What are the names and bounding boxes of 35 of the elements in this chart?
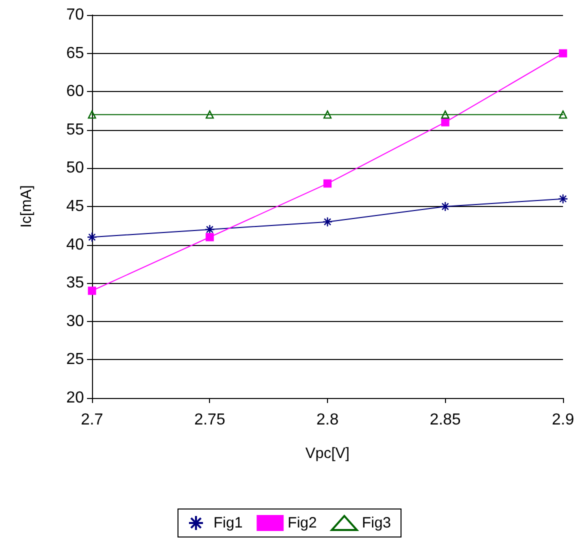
y-axis-title: Ic[mA] xyxy=(18,185,35,228)
y-tick-label: 25 xyxy=(66,351,84,368)
point xyxy=(440,201,450,212)
x-tick-label: 2.75 xyxy=(194,412,226,428)
x-axis-title: Vpc[V] xyxy=(305,445,350,462)
y-tick-label: 70 xyxy=(66,6,84,24)
point xyxy=(206,233,214,242)
point xyxy=(323,110,332,119)
point xyxy=(441,110,450,119)
y-tick-label: 55 xyxy=(66,121,84,138)
x-tick-label: 2.85 xyxy=(430,412,461,428)
point xyxy=(558,49,568,58)
y-tick-label: 35 xyxy=(66,274,84,292)
y-tick-label: 20 xyxy=(66,390,84,406)
y-tick-label: 65 xyxy=(66,44,84,62)
y-tick-label: 30 xyxy=(66,312,84,330)
y-tick-label: 50 xyxy=(66,160,84,177)
point xyxy=(86,232,98,242)
point xyxy=(322,216,333,227)
point xyxy=(88,286,96,295)
y-tick-label: 40 xyxy=(66,236,84,254)
point xyxy=(206,110,214,119)
point xyxy=(558,110,568,119)
point xyxy=(558,194,568,204)
legend-label: Fig1 xyxy=(213,514,243,532)
x-tick-label: 2.7 xyxy=(80,412,104,428)
x-tick-label: 2.9 xyxy=(552,412,574,428)
y-tick-label: 45 xyxy=(66,198,84,215)
y-tick-label: 60 xyxy=(66,83,84,100)
point xyxy=(88,110,96,119)
legend-label: Fig3 xyxy=(362,514,392,532)
point xyxy=(441,118,450,126)
x-tick-label: 2.8 xyxy=(316,412,339,428)
legend-label: Fig2 xyxy=(288,514,317,532)
point xyxy=(323,179,332,188)
